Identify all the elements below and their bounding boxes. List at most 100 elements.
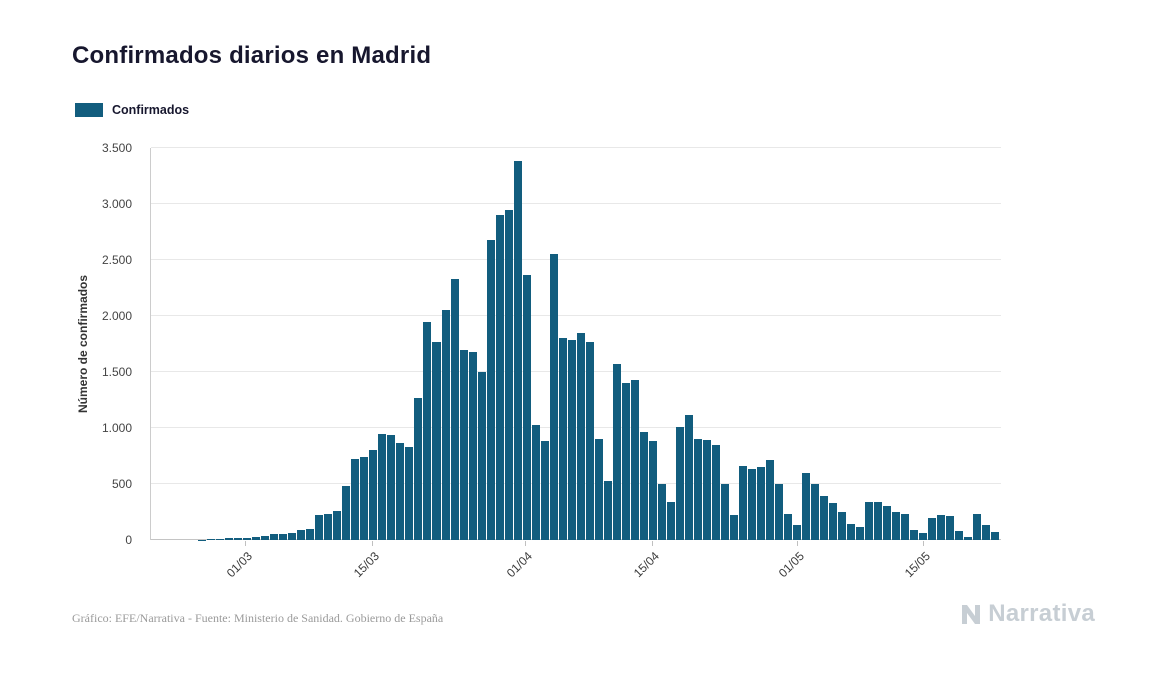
bar-23-04[interactable] — [720, 484, 729, 540]
bar-29-03[interactable] — [495, 215, 504, 540]
bar-16-05[interactable] — [928, 517, 937, 540]
bar-17-05[interactable] — [937, 515, 946, 540]
bar-08-03[interactable] — [306, 528, 315, 540]
bar-13-05[interactable] — [901, 514, 910, 540]
bar-18-05[interactable] — [946, 516, 955, 540]
gridline — [151, 427, 1001, 428]
bar-02-04[interactable] — [531, 424, 540, 540]
gridline — [151, 203, 1001, 204]
bar-24-03[interactable] — [450, 279, 459, 540]
bar-25-04[interactable] — [739, 466, 748, 540]
bar-27-04[interactable] — [757, 467, 766, 540]
bar-20-04[interactable] — [693, 439, 702, 540]
bar-01-05[interactable] — [793, 525, 802, 540]
y-tick-label: 2.000 — [101, 309, 132, 323]
bar-09-03[interactable] — [315, 515, 324, 540]
bar-26-04[interactable] — [748, 469, 757, 540]
bar-15-05[interactable] — [919, 533, 928, 540]
bar-19-03[interactable] — [405, 447, 414, 540]
bar-14-04[interactable] — [639, 432, 648, 540]
bar-15-03[interactable] — [369, 450, 378, 540]
bar-28-02[interactable] — [225, 538, 234, 540]
bar-10-04[interactable] — [603, 480, 612, 540]
bar-07-05[interactable] — [847, 524, 856, 540]
bar-31-03[interactable] — [513, 161, 522, 540]
bar-03-03[interactable] — [261, 536, 270, 540]
bar-24-04[interactable] — [730, 515, 739, 540]
bar-05-04[interactable] — [558, 338, 567, 540]
bar-14-03[interactable] — [360, 457, 369, 540]
legend[interactable]: Confirmados — [75, 103, 189, 117]
bar-19-04[interactable] — [684, 414, 693, 540]
bar-14-05[interactable] — [910, 529, 919, 540]
bar-16-04[interactable] — [657, 484, 666, 540]
bar-27-02[interactable] — [216, 538, 225, 540]
bar-05-03[interactable] — [279, 533, 288, 540]
bar-29-04[interactable] — [775, 484, 784, 540]
bar-09-04[interactable] — [594, 439, 603, 540]
gridline — [151, 483, 1001, 484]
bar-21-04[interactable] — [702, 440, 711, 540]
bar-08-05[interactable] — [856, 526, 865, 540]
bar-04-05[interactable] — [820, 496, 829, 540]
bar-04-04[interactable] — [549, 254, 558, 540]
bar-22-05[interactable] — [982, 525, 991, 540]
bar-13-03[interactable] — [351, 459, 360, 540]
bar-01-03[interactable] — [243, 537, 252, 540]
bar-07-03[interactable] — [297, 529, 306, 540]
bar-30-04[interactable] — [784, 514, 793, 540]
bar-12-03[interactable] — [342, 486, 351, 540]
bar-29-02[interactable] — [234, 538, 243, 540]
bar-20-03[interactable] — [414, 397, 423, 540]
bar-25-03[interactable] — [459, 349, 468, 540]
bar-17-03[interactable] — [387, 434, 396, 540]
brand-name: Narrativa — [988, 600, 1095, 627]
bar-02-05[interactable] — [802, 472, 811, 540]
bar-12-05[interactable] — [892, 512, 901, 540]
bar-03-04[interactable] — [540, 441, 549, 540]
bar-13-04[interactable] — [630, 379, 639, 540]
bar-06-04[interactable] — [567, 339, 576, 540]
bar-20-05[interactable] — [964, 536, 973, 540]
bar-07-04[interactable] — [576, 332, 585, 540]
bar-05-05[interactable] — [829, 503, 838, 540]
bar-11-05[interactable] — [883, 506, 892, 540]
bar-22-03[interactable] — [432, 341, 441, 540]
bar-19-05[interactable] — [955, 531, 964, 540]
bar-10-03[interactable] — [324, 514, 333, 540]
bar-21-05[interactable] — [973, 514, 982, 540]
bar-01-04[interactable] — [522, 274, 531, 540]
gridline — [151, 315, 1001, 316]
bar-18-03[interactable] — [396, 442, 405, 540]
bar-12-04[interactable] — [621, 383, 630, 540]
x-axis: 01/03 15/03 01/04 15/04 01/05 15/05 — [223, 541, 934, 581]
bar-22-04[interactable] — [711, 444, 720, 540]
source-note: Gráfico: EFE/Narrativa - Fuente: Ministe… — [72, 611, 444, 625]
bar-17-04[interactable] — [666, 501, 675, 540]
bar-30-03[interactable] — [504, 209, 513, 540]
bar-08-04[interactable] — [585, 341, 594, 540]
bar-26-02[interactable] — [207, 539, 216, 540]
bar-15-04[interactable] — [648, 441, 657, 540]
bar-02-03[interactable] — [252, 537, 261, 540]
bar-28-04[interactable] — [766, 460, 775, 540]
bar-18-04[interactable] — [675, 426, 684, 540]
bar-27-03[interactable] — [477, 372, 486, 540]
bar-16-03[interactable] — [378, 433, 387, 540]
bar-06-05[interactable] — [838, 512, 847, 540]
bar-23-03[interactable] — [441, 310, 450, 540]
bar-28-03[interactable] — [486, 239, 495, 540]
legend-swatch — [75, 103, 103, 117]
bar-11-03[interactable] — [333, 510, 342, 540]
bar-11-04[interactable] — [612, 364, 621, 540]
bar-04-03[interactable] — [270, 534, 279, 540]
bar-26-03[interactable] — [468, 351, 477, 540]
bar-06-03[interactable] — [288, 533, 297, 540]
bar-03-05[interactable] — [811, 484, 820, 540]
bar-21-03[interactable] — [423, 321, 432, 540]
bar-10-05[interactable] — [874, 501, 883, 540]
bar-23-05[interactable] — [991, 532, 1000, 540]
y-tick-label: 1.000 — [101, 421, 132, 435]
gridline — [151, 371, 1001, 372]
bar-09-05[interactable] — [865, 501, 874, 540]
